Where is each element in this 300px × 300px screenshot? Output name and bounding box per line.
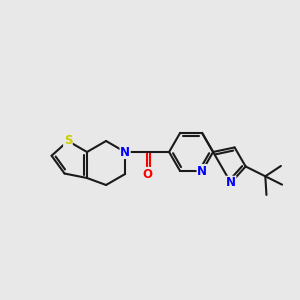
Text: O: O [142,167,152,181]
Text: N: N [226,176,236,189]
Text: N: N [197,165,207,178]
Text: S: S [64,134,72,148]
Text: N: N [120,146,130,158]
